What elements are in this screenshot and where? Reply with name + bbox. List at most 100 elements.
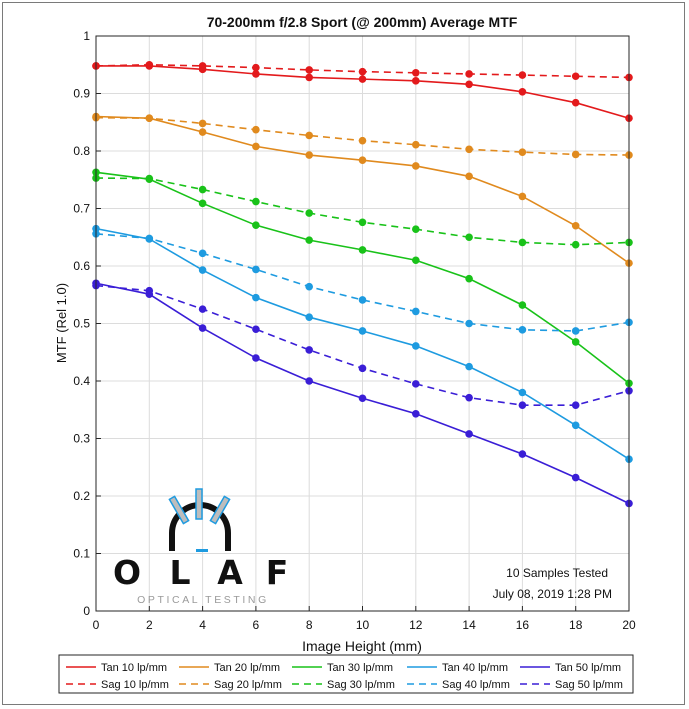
data-point [518,238,527,247]
data-point [571,221,580,230]
x-tick-label: 8 [306,618,313,632]
data-point [465,430,473,438]
data-point [198,185,207,194]
y-tick-label: 0.2 [73,489,90,503]
data-point [412,380,420,388]
data-point [252,142,260,151]
x-tick-label: 14 [462,618,476,632]
data-point [412,225,420,233]
data-point [571,473,580,482]
data-point [571,338,580,346]
data-point [145,286,154,295]
data-point [465,274,473,283]
data-point [198,249,207,258]
data-point [252,293,260,302]
data-point [305,131,314,140]
y-tick-label: 0.7 [73,202,90,216]
logo-graphic [168,488,231,552]
data-point [305,236,314,244]
data-point [465,172,473,181]
olaf-logo: O L A F OPTICAL TESTING [113,488,289,606]
x-tick-label: 12 [409,618,423,632]
data-point [518,148,527,156]
data-point [358,394,367,403]
data-point [358,136,367,145]
x-tick-label: 10 [356,618,370,632]
date-annotation: July 08, 2019 1:28 PM [493,587,612,601]
y-tick-label: 0.9 [73,87,90,101]
data-point [198,305,207,313]
data-point [412,256,420,265]
data-point [358,156,367,164]
chart-title: 70-200mm f/2.8 Sport (@ 200mm) Average M… [207,14,518,30]
legend-label: Tan 40 lp/mm [442,662,508,674]
data-point [252,70,260,78]
data-point [518,301,527,309]
y-tick-label: 0.4 [73,374,90,388]
data-point [198,62,207,70]
data-point [145,174,154,183]
legend-label: Sag 10 lp/mm [101,679,169,691]
data-point [145,60,154,69]
data-point [518,71,527,79]
legend [58,654,634,694]
y-tick-label: 0.5 [73,317,90,331]
data-point [518,192,527,201]
x-tick-label: 4 [199,618,206,632]
legend-label: Tan 20 lp/mm [214,662,280,674]
data-point [305,313,314,321]
data-point [465,80,473,89]
data-point [198,266,207,274]
data-point [358,246,367,254]
data-point [305,377,314,385]
data-point [465,233,473,242]
data-point [465,319,473,328]
data-point [252,354,260,362]
data-point [305,282,314,291]
data-point [571,401,580,409]
data-point [358,67,367,76]
data-point [465,362,473,371]
y-tick-label: 0.3 [73,432,90,446]
logo-letter: F [266,553,289,592]
data-point [571,327,580,335]
data-point [412,162,420,170]
y-tick-label: 0.6 [73,259,90,273]
data-point [571,421,580,430]
data-point [305,151,314,159]
x-tick-label: 2 [146,618,153,632]
data-point [412,409,420,418]
series-7 [92,230,633,335]
data-point [252,125,260,134]
logo-letter: L [169,553,190,592]
data-point [465,145,473,154]
data-point [518,87,527,96]
legend-label: Sag 40 lp/mm [442,679,510,691]
data-point [252,325,260,334]
data-point [305,66,314,74]
x-tick-label: 20 [622,618,636,632]
x-tick-label: 6 [253,618,260,632]
series-9 [92,281,633,409]
data-point [358,296,367,304]
x-tick-label: 0 [93,618,100,632]
data-point [412,140,420,149]
series-layer [92,60,633,508]
data-point [465,70,473,78]
legend-label: Sag 30 lp/mm [327,679,395,691]
data-point [305,209,314,217]
x-axis-label: Image Height (mm) [302,638,422,654]
data-point [145,114,154,123]
legend-label: Tan 30 lp/mm [327,662,393,674]
y-tick-label: 0.1 [73,547,90,561]
legend-label: Sag 20 lp/mm [214,679,282,691]
legend-items: Tan 10 lp/mm Sag 10 lp/mm Tan 20 lp/mm Sag … [66,662,623,691]
series-line [95,233,630,332]
logo-subtitle: OPTICAL TESTING [137,594,269,606]
data-point [518,326,527,334]
data-point [571,240,580,249]
series-6 [92,224,633,464]
data-point [145,234,154,243]
data-point [252,221,260,229]
